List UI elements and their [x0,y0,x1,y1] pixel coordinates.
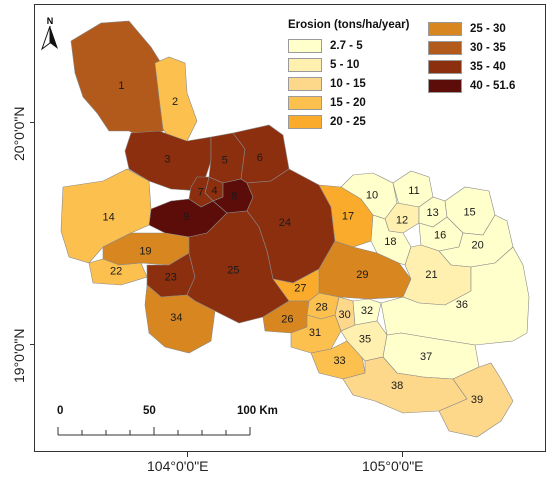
zone-label-21: 21 [425,269,437,281]
legend-item: 40 - 51.6 [428,79,545,94]
zone-33[interactable] [310,340,366,380]
legend-item: 30 - 35 [428,41,545,56]
zone-label-8: 8 [231,191,237,203]
zone-label-38: 38 [391,380,403,392]
zone-31[interactable] [290,314,342,354]
zone-label-3: 3 [164,153,170,165]
scale-label-0: 0 [57,405,64,417]
legend-label: 20 - 25 [330,116,366,128]
zone-label-17: 17 [342,210,354,222]
scale-bar-graphic [57,427,251,436]
legend-item: 25 - 30 [428,22,545,37]
legend-swatch [428,41,462,55]
zone-label-16: 16 [434,230,446,242]
zone-label-15: 15 [463,206,475,218]
lon-tick-104 [187,452,188,457]
zone-label-18: 18 [384,236,396,248]
lat-tick-19 [30,344,34,345]
legend-swatch [288,96,322,110]
legend-label: 40 - 51.6 [470,80,516,92]
zone-label-29: 29 [356,269,368,281]
zone-label-27: 27 [294,283,306,295]
map-frame: 1 2 3 4 5 6 7 8 9 10 11 12 13 14 15 16 17 18 19 20 21 22 23 24 2… [34,4,546,452]
zone-label-37: 37 [420,351,432,363]
legend-swatch [428,22,462,36]
lon-label-105: 105°0'0"E [362,458,424,474]
zone-polygons [60,20,530,438]
zone-label-11: 11 [408,185,419,197]
zone-label-23: 23 [165,272,177,284]
zone-label-32: 32 [361,305,373,317]
lat-label-19: 19°0'0"N [11,328,27,384]
lon-tick-105 [402,452,403,457]
zone-label-5: 5 [222,155,228,167]
zone-label-25: 25 [227,265,239,277]
legend-label: 5 - 10 [330,59,360,71]
scale-bar: 0 50 100 Km [55,405,278,443]
zone-14[interactable] [60,168,152,264]
legend-item: 5 - 10 [288,58,408,73]
zone-34[interactable] [144,284,216,354]
zone-label-31: 31 [309,327,321,339]
legend-swatch [288,77,322,91]
legend-label: 30 - 35 [470,42,506,54]
zone-label-7: 7 [198,187,204,199]
zone-label-4: 4 [212,185,218,197]
legend-label: 35 - 40 [470,61,506,73]
scale-label-50: 50 [143,405,156,417]
legend-swatch [428,60,462,74]
zone-label-10: 10 [366,189,378,201]
legend-swatch [288,39,322,53]
zone-label-12: 12 [396,214,408,226]
zone-label-35: 35 [359,334,371,346]
zone-label-22: 22 [110,266,122,278]
zone-2[interactable] [154,56,198,144]
zone-label-28: 28 [316,302,328,314]
zone-22[interactable] [88,258,148,286]
zone-label-30: 30 [338,309,350,321]
legend: Erosion (tons/ha/year) 2.7 - 5 5 - 10 10 -… [288,19,545,137]
zone-label-6: 6 [257,152,263,164]
zone-18[interactable] [370,214,412,266]
zone-label-39: 39 [471,394,483,406]
zone-label-34: 34 [170,312,182,324]
zone-label-36: 36 [456,299,468,311]
legend-item: 35 - 40 [428,60,545,75]
legend-label: 10 - 15 [330,78,366,90]
zone-label-14: 14 [103,212,115,224]
legend-item: 15 - 20 [288,96,408,111]
legend-label: 2.7 - 5 [330,40,363,52]
north-arrow: N [39,15,61,53]
zone-label-9: 9 [183,211,189,223]
scale-label-100: 100 Km [237,405,278,417]
legend-item: 20 - 25 [288,115,408,130]
zone-39[interactable] [438,362,514,438]
zone-label-1: 1 [118,80,124,92]
zone-label-20: 20 [471,239,483,251]
legend-label: 25 - 30 [470,23,506,35]
lat-tick-20 [30,122,34,123]
legend-label: 15 - 20 [330,97,366,109]
north-label: N [47,16,54,26]
legend-swatch [288,115,322,129]
legend-swatch [428,79,462,93]
north-arrow-icon: N [40,16,58,51]
zone-32[interactable] [352,298,382,326]
legend-swatch [288,58,322,72]
zone-label-13: 13 [427,207,439,219]
zone-label-2: 2 [172,96,178,108]
zone-label-26: 26 [281,313,293,325]
legend-title: Erosion (tons/ha/year) [288,19,410,31]
legend-item: 2.7 - 5 [288,39,408,54]
zone-label-33: 33 [333,355,345,367]
zone-label-19: 19 [139,246,151,258]
legend-item: 10 - 15 [288,77,408,92]
zone-label-24: 24 [279,217,291,229]
lat-label-20: 20°0'0"N [11,106,27,162]
lon-label-104: 104°0'0"E [147,458,209,474]
